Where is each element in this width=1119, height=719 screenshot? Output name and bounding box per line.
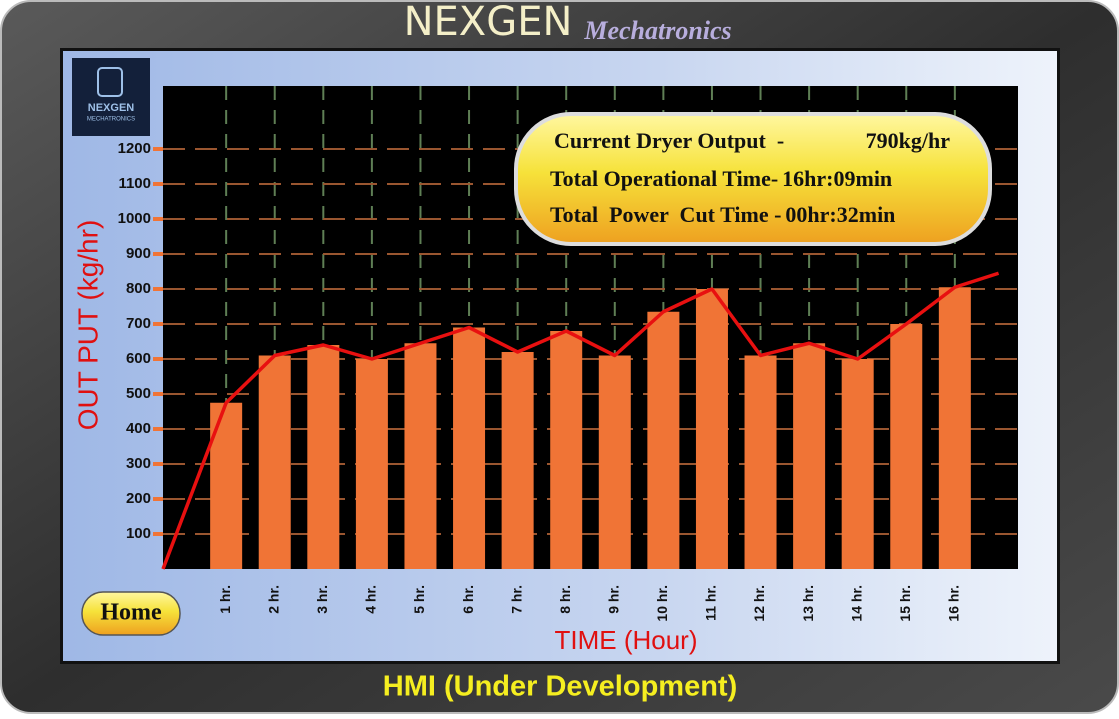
x-tick-label: 12 hr. bbox=[751, 585, 767, 622]
bar bbox=[598, 355, 631, 569]
info-label: Total Operational Time- bbox=[550, 166, 778, 191]
x-axis-title: TIME (Hour) bbox=[555, 625, 698, 655]
y-tick-label: 100 bbox=[126, 525, 151, 542]
home-button[interactable] bbox=[81, 591, 181, 636]
x-tick-label: 11 hr. bbox=[703, 585, 719, 621]
bar bbox=[307, 345, 340, 569]
info-rows: Current Dryer Output - 790kg/hr Total Oper… bbox=[550, 128, 950, 227]
y-tick-label: 600 bbox=[126, 350, 151, 367]
info-label: Total Power Cut Time - bbox=[550, 202, 781, 227]
x-tick-label: 10 hr. bbox=[654, 585, 670, 622]
y-tick-label: 200 bbox=[126, 490, 151, 507]
bar bbox=[355, 359, 388, 569]
y-tick-label: 1200 bbox=[118, 140, 151, 157]
info-value: 790kg/hr bbox=[866, 128, 951, 153]
logo-name: NEXGEN bbox=[88, 102, 135, 114]
x-tick-label: 13 hr. bbox=[800, 585, 816, 622]
bar bbox=[404, 343, 437, 569]
y-tick-label: 700 bbox=[126, 315, 151, 332]
y-axis-title: OUT PUT (kg/hr) bbox=[72, 220, 103, 431]
y-tick-label: 800 bbox=[126, 280, 151, 297]
bar bbox=[258, 355, 291, 569]
chart: 1 hr. 2 hr. 3 hr. 4 hr. 5 hr. 6 hr. 7 hr. 8 hr.… bbox=[72, 86, 1018, 655]
x-tick-label: 15 hr. bbox=[897, 585, 913, 622]
bar bbox=[841, 359, 874, 569]
y-tick-label: 500 bbox=[126, 385, 151, 402]
y-tick-label: 1000 bbox=[118, 210, 151, 227]
bar bbox=[938, 287, 971, 569]
bar bbox=[501, 352, 534, 569]
x-tick-label: 5 hr. bbox=[411, 585, 427, 614]
brand-subtitle: Mechatronics bbox=[583, 16, 731, 45]
y-tick-label: 1100 bbox=[118, 175, 151, 192]
x-tick-label: 6 hr. bbox=[460, 585, 476, 614]
info-value: 16hr:09min bbox=[782, 166, 892, 191]
logo-tagline: MECHATRONICS bbox=[87, 117, 135, 123]
info-panel bbox=[514, 112, 992, 246]
line bbox=[161, 271, 1000, 570]
bar bbox=[550, 331, 583, 569]
bar bbox=[890, 324, 923, 569]
x-tick-label: 2 hr. bbox=[265, 585, 281, 614]
x-tick-label: 1 hr. bbox=[217, 585, 233, 614]
bar bbox=[453, 327, 486, 569]
y-tick-label: 900 bbox=[126, 245, 151, 262]
x-tick-label: 9 hr. bbox=[605, 585, 621, 614]
brand: NEXGEN bbox=[404, 0, 573, 45]
y-tick-label: 400 bbox=[126, 420, 151, 437]
bar bbox=[744, 355, 777, 569]
x-tick-label: 7 hr. bbox=[508, 585, 524, 614]
bar bbox=[793, 343, 826, 569]
logo-icon bbox=[97, 67, 123, 97]
y-tick-label: 300 bbox=[126, 455, 151, 472]
bar bbox=[647, 311, 680, 569]
x-tick-label: 14 hr. bbox=[848, 585, 864, 622]
home-button-label[interactable]: Home bbox=[100, 600, 162, 626]
bar bbox=[695, 289, 728, 569]
x-tick-label: 3 hr. bbox=[314, 585, 330, 614]
x-tick-label: 16 hr. bbox=[946, 585, 962, 622]
x-tick-label: 8 hr. bbox=[557, 585, 573, 614]
x-tick-label: 4 hr. bbox=[363, 585, 379, 614]
info-label: Current Dryer Output - bbox=[554, 128, 784, 153]
info-value: 00hr:32min bbox=[785, 202, 895, 227]
footer: HMI (Under Development) bbox=[383, 671, 737, 703]
